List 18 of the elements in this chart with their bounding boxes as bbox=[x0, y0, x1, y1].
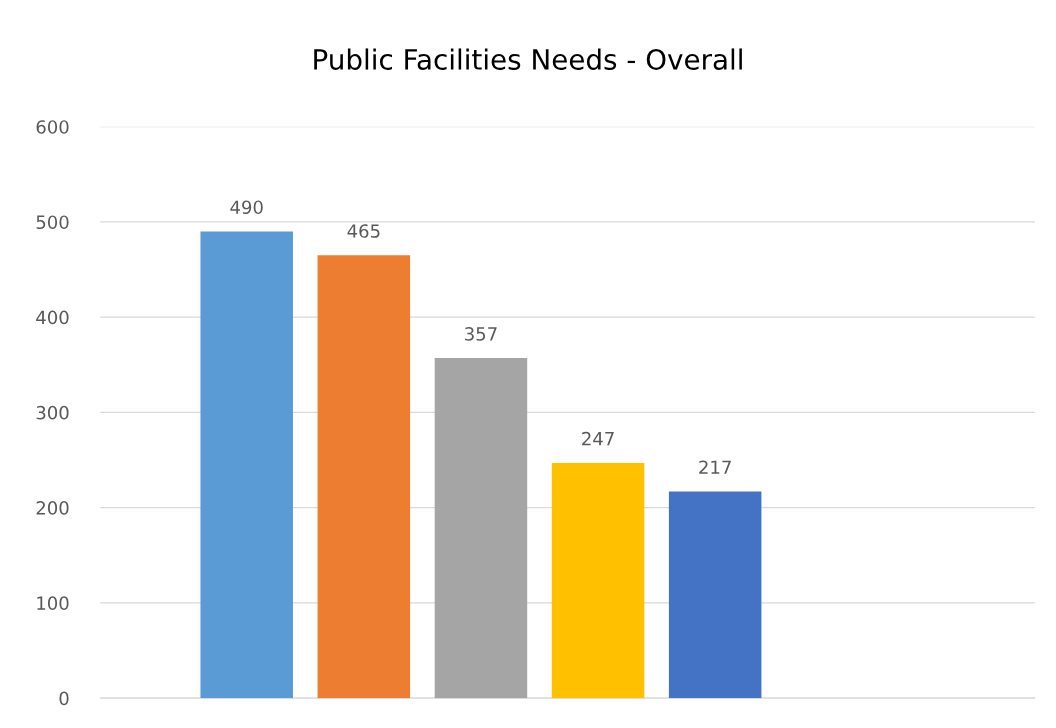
data-label: 357 bbox=[465, 327, 497, 341]
bar bbox=[551, 462, 645, 699]
bar bbox=[434, 358, 528, 699]
y-tick-label: 500 bbox=[36, 215, 69, 230]
y-tick-label: 400 bbox=[36, 310, 69, 325]
data-label: 217 bbox=[699, 460, 731, 474]
y-tick-label: 300 bbox=[36, 405, 69, 420]
data-label: 247 bbox=[582, 431, 614, 446]
bar bbox=[317, 255, 411, 699]
y-tick-label: 200 bbox=[36, 501, 69, 515]
bar bbox=[668, 491, 762, 699]
data-label: 490 bbox=[230, 200, 263, 215]
y-tick-label: 0 bbox=[59, 691, 69, 706]
y-tick-label: 100 bbox=[37, 596, 69, 611]
data-label: 465 bbox=[347, 224, 380, 238]
chart-title: Public Facilities Needs - Overall bbox=[314, 48, 742, 70]
bar bbox=[200, 231, 293, 699]
y-tick-label: 600 bbox=[36, 120, 69, 134]
